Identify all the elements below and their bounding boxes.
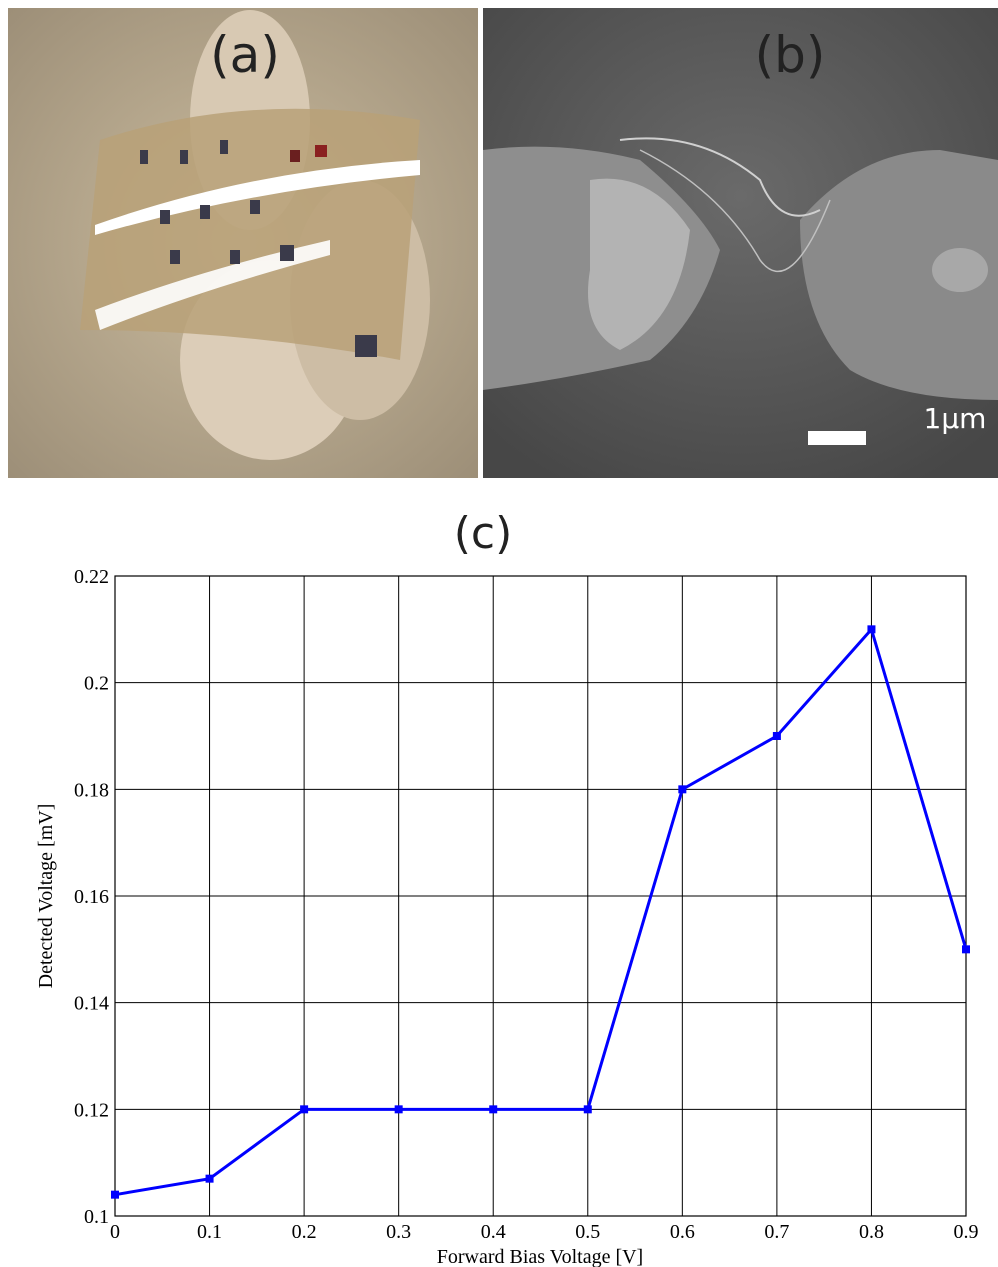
x-tick-label: 0.3 [386, 1221, 411, 1243]
x-tick-label: 0.4 [481, 1221, 506, 1243]
y-tick-label: 0.2 [84, 673, 109, 695]
data-point [867, 625, 876, 634]
x-tick-label: 0.7 [764, 1221, 789, 1243]
y-tick-label: 0.16 [74, 886, 109, 908]
data-point [772, 732, 781, 740]
data-line [114, 626, 968, 1197]
y-tick-label: 0.1 [84, 1206, 109, 1228]
scale-bar-label: 1μm [924, 402, 987, 435]
x-tick-label: 0.1 [197, 1221, 222, 1243]
data-point [300, 1105, 309, 1114]
chart-title: (c) [454, 508, 513, 559]
y-tick-label: 0.22 [74, 566, 109, 588]
x-axis-label: Forward Bias Voltage [V] [437, 1246, 643, 1267]
x-tick-label: 0.2 [292, 1221, 317, 1243]
x-tick-label: 0.6 [670, 1221, 695, 1243]
data-point [489, 1105, 498, 1114]
x-tick-label: 0.8 [859, 1221, 884, 1243]
y-tick-label: 0.12 [74, 1099, 109, 1121]
data-point [394, 1105, 403, 1114]
x-tick-label: 0.9 [954, 1221, 979, 1243]
data-point [962, 945, 970, 954]
panel-label: (a) [210, 26, 280, 84]
x-tick-label: 0.5 [575, 1221, 600, 1243]
data-point [205, 1174, 214, 1183]
data-point [583, 1105, 592, 1114]
plot: 0.10.120.140.160.180.20.220 0.1 0.2 0.3 0.4 0… [74, 566, 979, 1243]
photo-a: (a) [8, 8, 478, 478]
x-tick-label: 0 [110, 1221, 120, 1243]
y-tick-label: 0.14 [74, 993, 109, 1015]
y-axis-label: Detected Voltage [mV] [35, 804, 57, 989]
y-tick-label: 0.18 [74, 779, 109, 801]
panel-label: (b) [755, 26, 826, 84]
data-point [111, 1190, 119, 1199]
data-point [678, 785, 687, 794]
photo-b: 1μm (b) [483, 8, 998, 478]
